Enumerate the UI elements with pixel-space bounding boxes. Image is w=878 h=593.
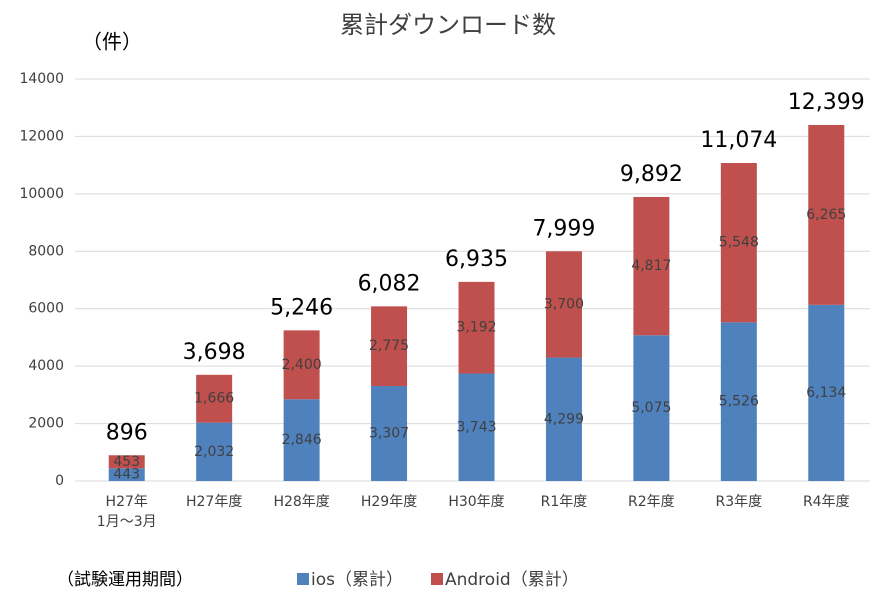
total-label: 896 xyxy=(106,420,148,445)
x-tick-label: R4年度 xyxy=(802,494,850,510)
value-label: 2,775 xyxy=(369,338,409,354)
y-tick-label: 8000 xyxy=(28,243,64,259)
bar-segment xyxy=(545,251,582,358)
bar-segment xyxy=(458,373,495,481)
bar-segment xyxy=(633,335,670,481)
y-unit: （件） xyxy=(82,30,142,54)
total-label: 12,399 xyxy=(788,90,865,115)
bar-segment xyxy=(371,386,408,481)
bar-segment xyxy=(808,304,845,481)
bar-segment xyxy=(196,374,233,423)
legend-swatch xyxy=(430,573,443,585)
value-label: 6,265 xyxy=(806,207,846,223)
bar-segment xyxy=(720,322,757,481)
bar-segment xyxy=(283,330,320,400)
value-label: 4,817 xyxy=(631,258,671,274)
value-label: 6,134 xyxy=(806,385,846,401)
value-label: 2,400 xyxy=(282,357,322,373)
bar-segment xyxy=(633,196,670,336)
bar-segment xyxy=(458,281,495,374)
bar-segment xyxy=(108,468,145,481)
value-label: 2,846 xyxy=(282,432,322,448)
x-tick-label: H27年度 xyxy=(185,494,243,510)
y-tick-label: 6000 xyxy=(28,301,64,317)
note: （試験運用期間） xyxy=(57,570,193,590)
legend-label: ios（累計） xyxy=(311,570,403,590)
legend-swatch xyxy=(297,573,309,585)
value-label: 443 xyxy=(113,467,140,483)
value-label: 3,192 xyxy=(456,320,496,336)
bar-segment xyxy=(808,124,845,305)
y-tick-label: 0 xyxy=(55,473,64,489)
total-label: 6,082 xyxy=(358,271,421,296)
value-label: 1,666 xyxy=(194,391,234,407)
total-label: 7,999 xyxy=(532,216,595,241)
total-label: 9,892 xyxy=(620,162,683,187)
legend-label: Android（累計） xyxy=(445,570,579,590)
y-tick-label: 4000 xyxy=(28,358,64,374)
value-label: 3,700 xyxy=(544,296,584,312)
x-tick-label: R2年度 xyxy=(628,494,675,510)
bar-segment xyxy=(545,357,582,481)
total-label: 6,935 xyxy=(445,247,508,272)
x-tick-label: R3年度 xyxy=(715,494,763,510)
value-label: 2,032 xyxy=(194,444,234,460)
value-label: 3,307 xyxy=(369,426,409,442)
value-label: 5,075 xyxy=(631,400,671,416)
value-label: 4,299 xyxy=(544,411,584,427)
x-tick-label: H29年度 xyxy=(360,494,418,510)
value-label: 5,548 xyxy=(719,235,759,251)
bar-segment xyxy=(283,399,320,481)
bar-segment xyxy=(371,306,408,387)
total-label: 3,698 xyxy=(183,340,246,365)
y-tick-label: 12000 xyxy=(19,128,64,144)
total-label: 11,074 xyxy=(700,128,777,153)
x-tick-label: H30年度 xyxy=(448,494,505,510)
value-label: 5,526 xyxy=(719,394,759,410)
bar-segment xyxy=(196,422,233,481)
y-tick-label: 10000 xyxy=(19,186,64,202)
y-tick-label: 14000 xyxy=(19,71,64,87)
bar-segment xyxy=(720,163,757,323)
x-tick-label: R1年度 xyxy=(540,494,588,510)
chart-title: 累計ダウンロード数 xyxy=(340,11,556,39)
x-tick-label: H27年 1月～3月 xyxy=(96,494,157,530)
bar-segment xyxy=(108,455,145,469)
x-tick-label: H28年度 xyxy=(273,494,330,510)
y-tick-label: 2000 xyxy=(28,416,64,432)
value-label: 453 xyxy=(113,454,140,470)
total-label: 5,246 xyxy=(270,295,333,320)
value-label: 3,743 xyxy=(456,419,496,435)
